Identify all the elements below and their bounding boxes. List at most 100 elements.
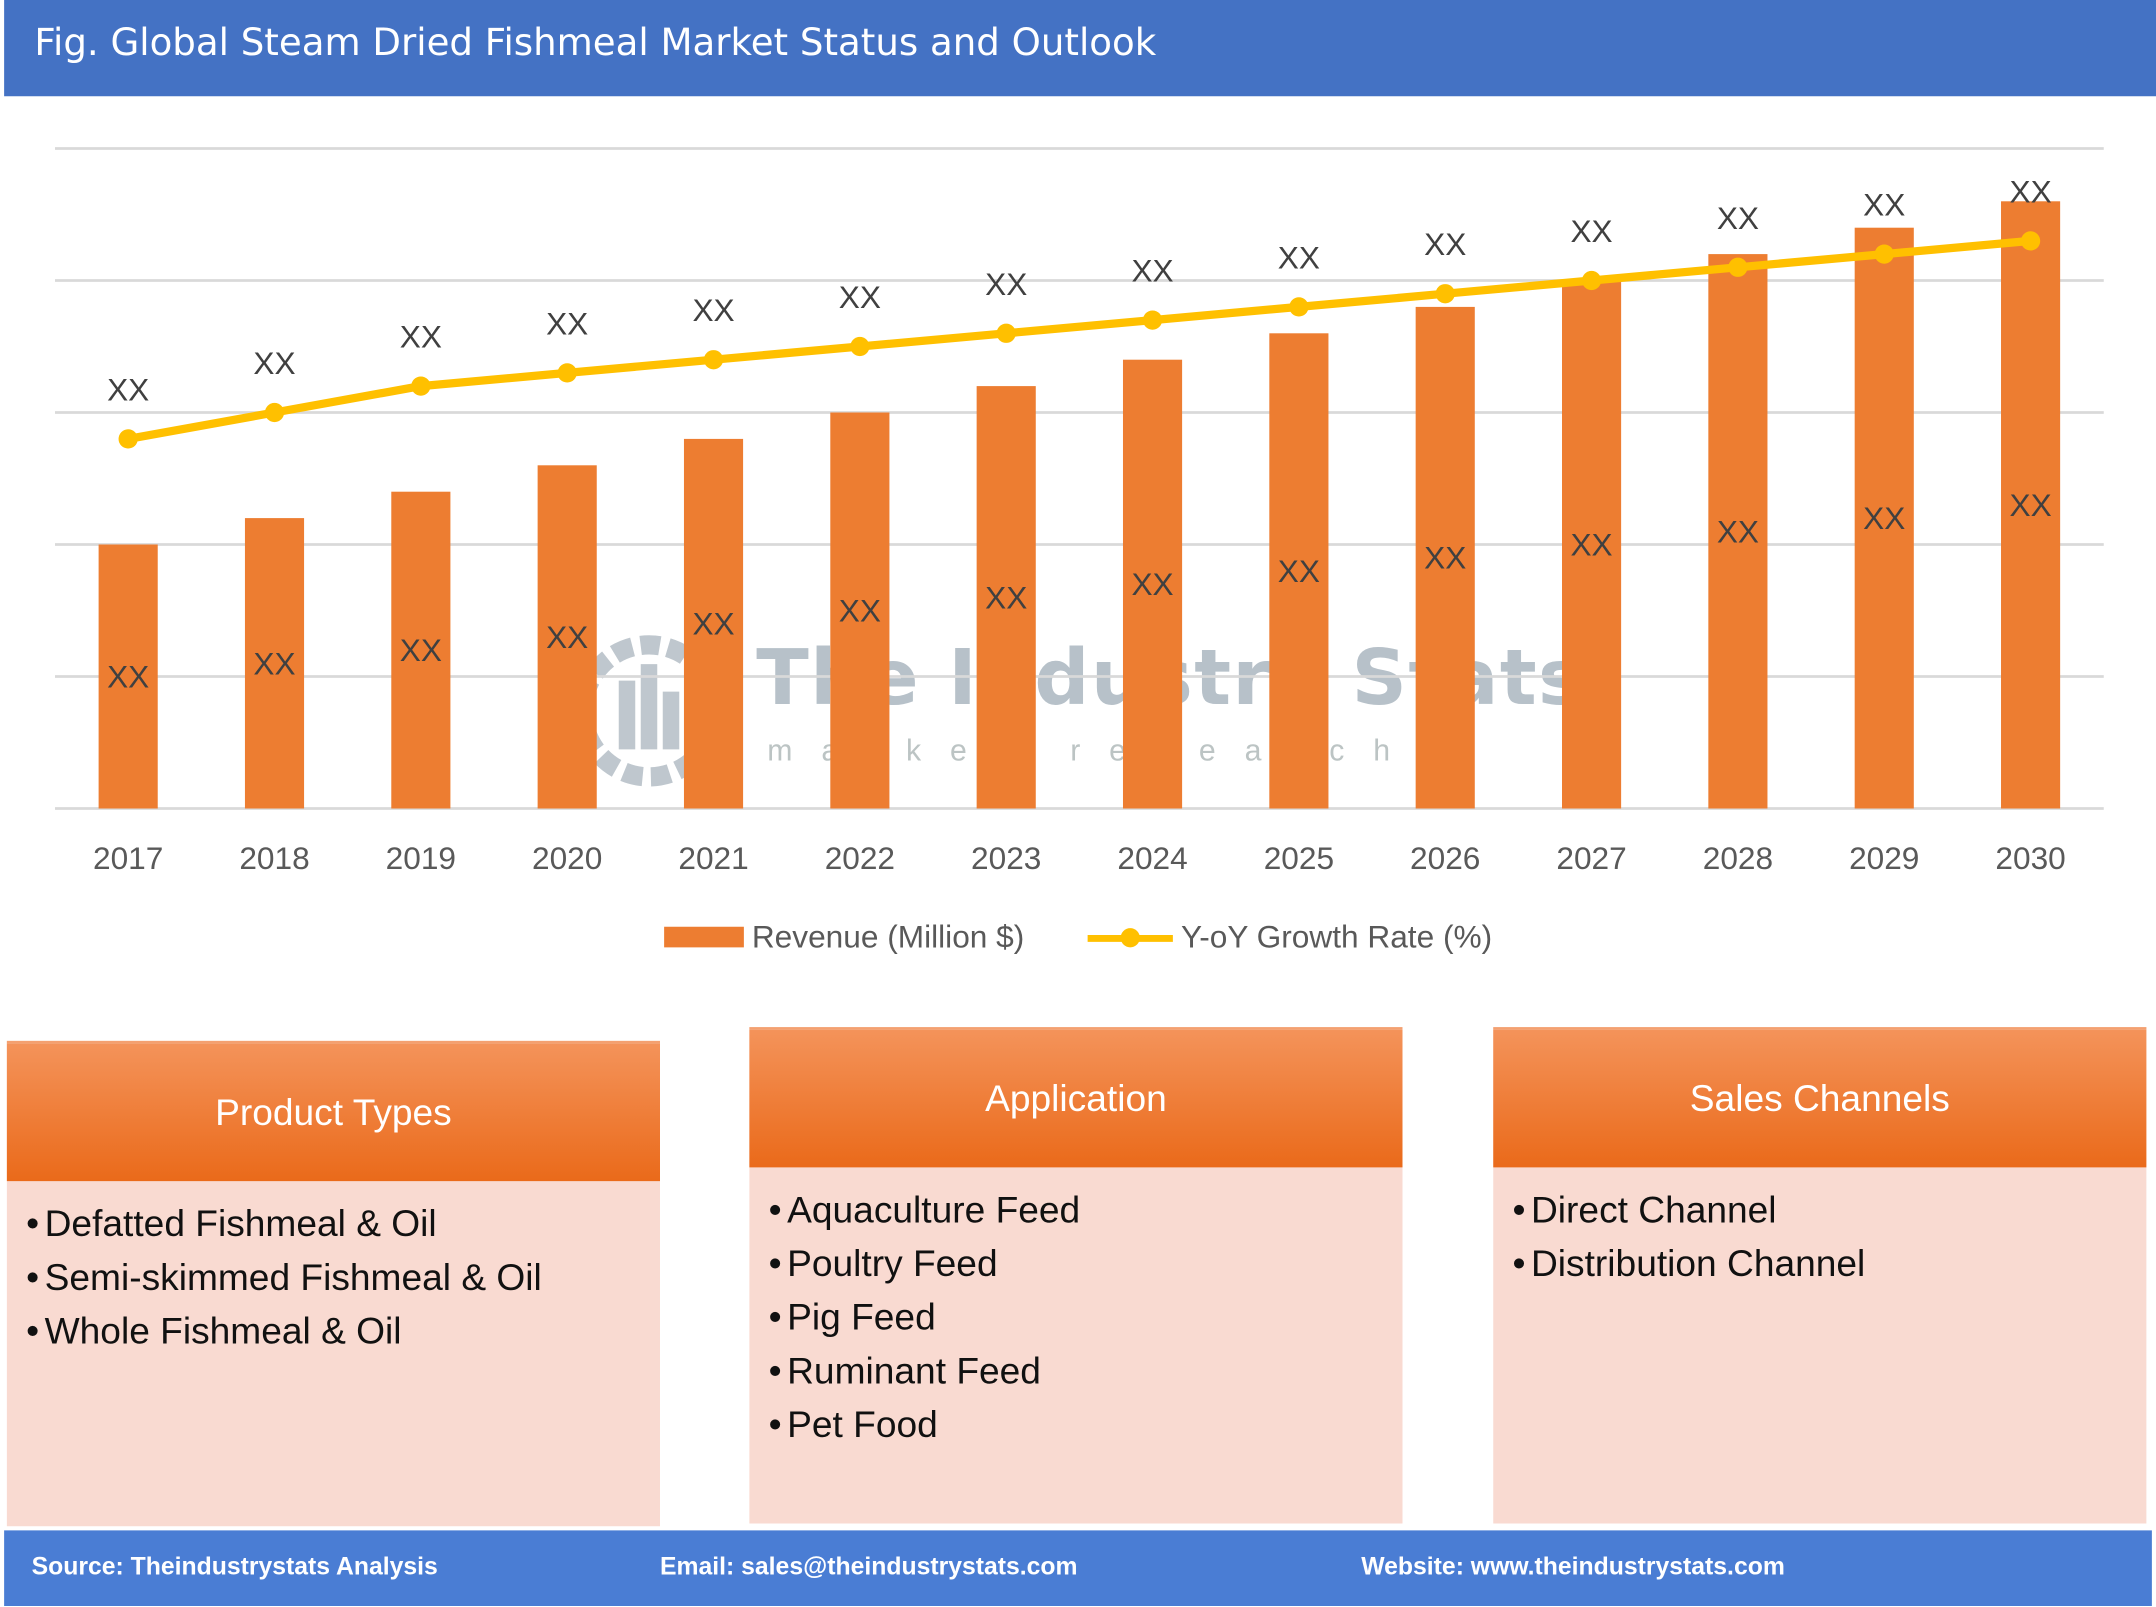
panel-list: Aquaculture Feed Poultry Feed Pig Feed R… <box>749 1167 1402 1452</box>
line-data-label: XX <box>107 371 149 407</box>
growth-point <box>996 323 1016 343</box>
list-item: Pet Food <box>769 1398 1403 1452</box>
growth-point <box>703 350 724 370</box>
line-data-label: XX <box>1131 253 1173 289</box>
bar <box>244 518 305 809</box>
bar-data-label: XX <box>1863 500 1905 536</box>
growth-point <box>850 336 870 357</box>
bar-data-label: XX <box>1278 553 1320 589</box>
bar-data-label: XX <box>400 632 442 668</box>
x-tick-label: 2017 <box>93 840 163 876</box>
line-data-label: XX <box>1278 239 1320 275</box>
x-tick-label: 2028 <box>1703 840 1773 876</box>
bar-data-label: XX <box>1424 540 1466 576</box>
line-data-label: XX <box>546 305 588 341</box>
panel-list: Defatted Fishmeal & Oil Semi-skimmed Fis… <box>7 1181 660 1358</box>
x-tick-label: 2023 <box>971 840 1041 876</box>
growth-point <box>557 363 577 383</box>
line-data-label: XX <box>1570 213 1612 249</box>
bar-data-label: XX <box>546 619 588 655</box>
bar-data-label: XX <box>107 659 149 695</box>
bar-data-label: XX <box>1717 513 1759 549</box>
x-tick-label: 2030 <box>1995 840 2065 876</box>
growth-point <box>1874 244 1894 264</box>
list-item: Ruminant Feed <box>769 1345 1403 1399</box>
line-data-label: XX <box>839 279 881 315</box>
panel-application: Application Aquaculture Feed Poultry Fee… <box>749 1027 1403 1524</box>
list-item: Defatted Fishmeal & Oil <box>26 1198 660 1252</box>
x-tick-label: 2021 <box>678 840 748 876</box>
figure-title: Fig. Global Steam Dried Fishmeal Market … <box>34 22 1157 65</box>
footer-website[interactable]: Website: www.theindustrystats.com <box>1361 1552 1785 1580</box>
panel-list: Direct Channel Distribution Channel <box>1493 1167 2146 1291</box>
list-item: Semi-skimmed Fishmeal & Oil <box>26 1251 660 1305</box>
chart: XX XX XX XX XX XX XX XX XX XX XX XX XX XX XX XX XX XX XX XX… <box>55 147 2104 876</box>
x-tick-label: 2024 <box>1117 840 1187 876</box>
footer: Source: Theindustrystats Analysis Email:… <box>4 1530 2152 1606</box>
growth-point <box>1142 310 1163 330</box>
chart-legend: Revenue (Million $) Y-oY Growth Rate (%) <box>0 919 2156 956</box>
list-item: Aquaculture Feed <box>769 1184 1403 1238</box>
growth-point <box>118 429 138 449</box>
bar-data-label: XX <box>839 593 881 629</box>
x-tick-label: 2020 <box>532 840 602 876</box>
bar <box>830 412 890 809</box>
x-tick-label: 2018 <box>239 840 309 876</box>
growth-point <box>411 376 431 396</box>
legend-swatch-bar <box>663 926 744 948</box>
bar <box>1122 359 1183 809</box>
bar-data-label: XX <box>985 579 1027 615</box>
bar <box>1415 306 1475 809</box>
footer-email[interactable]: Email: sales@theindustrystats.com <box>660 1552 1078 1580</box>
growth-point <box>1435 284 1455 304</box>
bar <box>1708 254 1768 809</box>
x-tick-label: 2026 <box>1410 840 1480 876</box>
bar <box>976 386 1036 809</box>
line-data-label: XX <box>1863 187 1905 223</box>
list-item: Distribution Channel <box>1513 1238 2147 1292</box>
growth-point <box>1728 257 1748 277</box>
legend-item-revenue: Revenue (Million $) <box>663 918 1025 956</box>
line-data-label: XX <box>400 319 442 355</box>
panel-title: Sales Channels <box>1493 1027 2147 1168</box>
line-data-label: XX <box>1717 200 1759 236</box>
bar <box>98 544 158 809</box>
line-data-label: XX <box>985 266 1027 302</box>
growth-point <box>264 402 285 423</box>
x-tick-label: 2025 <box>1264 840 1334 876</box>
line-data-label: XX <box>253 345 295 381</box>
bar <box>1854 227 1914 809</box>
legend-swatch-line <box>1087 922 1173 952</box>
x-tick-label: 2029 <box>1849 840 1919 876</box>
bar <box>683 438 744 809</box>
bar-data-label: XX <box>692 606 734 642</box>
bar-data-label: XX <box>253 645 295 681</box>
bar <box>1269 333 1329 809</box>
growth-line <box>127 236 2031 443</box>
x-tick-label: 2019 <box>386 840 456 876</box>
growth-point <box>2020 231 2041 251</box>
list-item: Direct Channel <box>1513 1184 2147 1238</box>
growth-point <box>1581 270 1602 291</box>
legend-label: Y-oY Growth Rate (%) <box>1181 918 1493 955</box>
bar-data-label: XX <box>1570 527 1612 563</box>
bar <box>391 491 451 809</box>
x-tick-label: 2022 <box>825 840 895 876</box>
bar <box>2001 201 2061 809</box>
title-bar: Fig. Global Steam Dried Fishmeal Market … <box>4 0 2156 97</box>
panel-product-types: Product Types Defatted Fishmeal & Oil Se… <box>6 1040 660 1527</box>
panel-sales-channels: Sales Channels Direct Channel Distributi… <box>1493 1027 2147 1524</box>
legend-item-growth: Y-oY Growth Rate (%) <box>1087 918 1493 956</box>
panel-title: Application <box>749 1027 1403 1168</box>
bar-data-label: XX <box>2009 487 2051 523</box>
list-item: Pig Feed <box>769 1291 1403 1345</box>
line-data-label: XX <box>1424 226 1466 262</box>
bar-data-label: XX <box>1131 566 1173 602</box>
list-item: Poultry Feed <box>769 1238 1403 1292</box>
legend-label: Revenue (Million $) <box>751 918 1025 955</box>
footer-source: Source: Theindustrystats Analysis <box>31 1552 438 1580</box>
growth-point <box>1289 297 1309 317</box>
line-data-label: XX <box>2009 173 2051 209</box>
bar <box>1562 280 1622 809</box>
